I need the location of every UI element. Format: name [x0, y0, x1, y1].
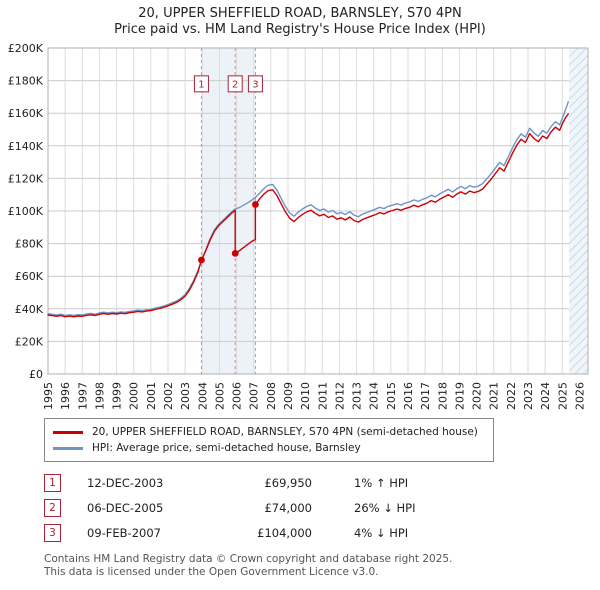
x-axis-label: 2000: [128, 382, 141, 410]
sale-flag-number: 3: [252, 79, 258, 90]
x-axis-label: 1999: [111, 382, 124, 410]
x-axis-label: 2001: [145, 382, 158, 410]
x-axis-label: 2009: [282, 382, 295, 410]
sale-point-marker: [231, 249, 239, 257]
sale-hpi-delta: 26% ↓ HPI: [354, 500, 416, 515]
property-line-swatch: [53, 430, 83, 434]
chart-legend: 20, UPPER SHEFFIELD ROAD, BARNSLEY, S70 …: [44, 418, 494, 462]
sale-number-badge: 1: [44, 473, 61, 492]
x-axis-label: 2003: [179, 382, 192, 410]
x-axis-label: 2017: [419, 382, 432, 410]
legend-label-hpi: HPI: Average price, semi-detached house,…: [92, 442, 361, 454]
x-axis-label: 2022: [505, 382, 518, 410]
sales-table: 1 12-DEC-2003 £69,950 1% ↑ HPI 2 06-DEC-…: [44, 470, 600, 545]
sale-price: £69,950: [264, 475, 312, 490]
x-axis-label: 2019: [453, 382, 466, 410]
y-axis-label: £200K: [8, 42, 44, 55]
x-axis-label: 2010: [299, 382, 312, 410]
y-axis-label: £100K: [8, 205, 44, 218]
sale-flag-box: [193, 75, 209, 93]
x-axis-label: 2023: [522, 382, 535, 410]
x-axis-label: 2026: [573, 382, 586, 410]
plot-border: [47, 47, 589, 375]
sale-flag-box: [227, 75, 243, 93]
sale-flag-number: 1: [198, 79, 204, 90]
x-axis-label: 2018: [436, 382, 449, 410]
future-hatch-band: [569, 48, 588, 374]
legend-item-property: 20, UPPER SHEFFIELD ROAD, BARNSLEY, S70 …: [53, 424, 485, 440]
footer-line-1: Contains HM Land Registry data © Crown c…: [44, 553, 453, 565]
sale-number-badge: 2: [44, 498, 61, 517]
y-axis-label: £60K: [15, 270, 44, 283]
y-axis-label: £40K: [15, 303, 44, 316]
x-axis-label: 2008: [265, 382, 278, 410]
y-axis-label: £80K: [15, 238, 44, 251]
sale-row-1: 1 12-DEC-2003 £69,950 1% ↑ HPI: [44, 470, 600, 495]
x-axis-label: 2005: [213, 382, 226, 410]
y-axis-label: £180K: [8, 75, 44, 88]
x-axis-label: 2020: [471, 382, 484, 410]
y-axis-label: £20K: [15, 335, 44, 348]
x-axis-label: 2012: [333, 382, 346, 410]
legend-item-hpi: HPI: Average price, semi-detached house,…: [53, 440, 485, 456]
price-report-page: 20, UPPER SHEFFIELD ROAD, BARNSLEY, S70 …: [0, 6, 600, 590]
x-axis-label: 1998: [93, 382, 106, 410]
x-axis-label: 1997: [76, 382, 89, 410]
x-axis-label: 2016: [402, 382, 415, 410]
sale-flag-number: 2: [232, 79, 238, 90]
sale-hpi-delta: 4% ↓ HPI: [354, 525, 409, 540]
sale-price: £104,000: [257, 525, 312, 540]
x-axis-label: 1996: [59, 382, 72, 410]
x-axis-label: 2002: [162, 382, 175, 410]
sale-flag-box: [247, 75, 263, 93]
hpi-line-swatch: [53, 446, 83, 450]
legend-label-property: 20, UPPER SHEFFIELD ROAD, BARNSLEY, S70 …: [92, 426, 478, 438]
price-history-chart: 1 2 3 £0 £20K £40K £60K £80K £100K £120K £140K £160…: [8, 42, 589, 410]
x-axis-label: 2021: [488, 382, 501, 410]
y-axis-label: £120K: [8, 172, 44, 185]
x-axis-label: 2006: [231, 382, 244, 410]
page-subtitle: Price paid vs. HM Land Registry's House …: [114, 22, 486, 37]
sale-date: 12-DEC-2003: [87, 475, 164, 490]
sale-point-marker: [252, 201, 259, 208]
x-axis-label: 1995: [42, 382, 55, 410]
hpi-line: [47, 101, 569, 317]
license-footer: Contains HM Land Registry data © Crown c…: [44, 553, 600, 579]
y-axis-label: £140K: [8, 140, 44, 153]
x-axis-label: 2004: [196, 382, 209, 410]
x-axis-label: 2024: [539, 382, 552, 410]
x-axis-label: 2007: [248, 382, 261, 410]
sale-date: 06-DEC-2005: [87, 500, 164, 515]
y-axis-label: £160K: [8, 107, 44, 120]
sale-number-badge: 3: [44, 523, 61, 542]
sale-date: 09-FEB-2007: [87, 525, 161, 540]
x-axis-label: 2015: [385, 382, 398, 410]
sale-row-2: 2 06-DEC-2005 £74,000 26% ↓ HPI: [44, 495, 600, 520]
property-price-line: [47, 113, 569, 318]
sale-price: £74,000: [264, 500, 312, 515]
x-axis-label: 2011: [316, 382, 329, 410]
x-axis-label: 2025: [556, 382, 569, 410]
page-title: 20, UPPER SHEFFIELD ROAD, BARNSLEY, S70 …: [138, 6, 462, 21]
y-axis-label: £0: [29, 368, 43, 381]
x-axis-label: 2013: [351, 382, 364, 410]
sale-row-3: 3 09-FEB-2007 £104,000 4% ↓ HPI: [44, 520, 600, 545]
sale-point-marker: [198, 256, 205, 264]
x-axis-label: 2014: [368, 382, 381, 410]
footer-line-2: This data is licensed under the Open Gov…: [44, 566, 379, 578]
sale-hpi-delta: 1% ↑ HPI: [354, 475, 409, 490]
